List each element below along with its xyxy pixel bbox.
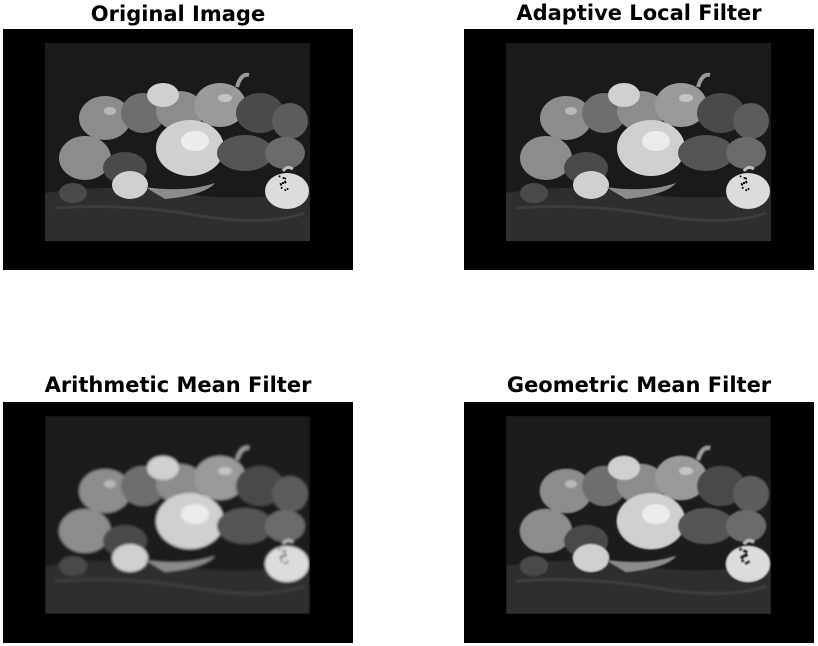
panel-geometric: Geometric Mean Filter: [464, 372, 814, 644]
panel-original: Original Image: [3, 0, 353, 272]
panel-title-adaptive: Adaptive Local Filter: [516, 1, 762, 25]
image-frame-original: [3, 29, 353, 270]
peppers-image-original: [45, 43, 310, 241]
panel-adaptive: Adaptive Local Filter: [464, 0, 814, 272]
image-frame-adaptive: [464, 29, 814, 270]
panel-title-geometric: Geometric Mean Filter: [506, 373, 772, 397]
image-frame-geometric: [464, 402, 814, 643]
panel-arithmetic: Arithmetic Mean Filter: [3, 372, 353, 644]
panel-title-original: Original Image: [90, 2, 266, 26]
image-frame-arithmetic: [3, 402, 353, 643]
peppers-image-geometric: [506, 416, 771, 614]
peppers-image-adaptive: [506, 43, 771, 241]
peppers-image-arithmetic: [45, 416, 310, 614]
panel-title-arithmetic: Arithmetic Mean Filter: [44, 373, 312, 397]
